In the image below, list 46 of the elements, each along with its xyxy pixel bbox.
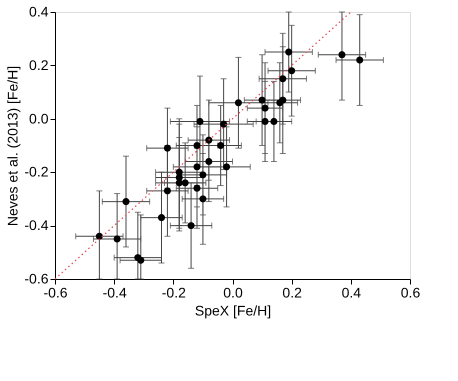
point (338, 51, 346, 58)
point (176, 179, 183, 186)
y-tick-label: -0.4 (24, 217, 49, 234)
point (279, 96, 286, 104)
y-axis-title: Neves et al. (2013) [Fe/H] (4, 66, 20, 226)
x-tick-label: 0.4 (342, 284, 362, 300)
point (193, 142, 201, 150)
point (199, 171, 206, 178)
point (199, 195, 206, 202)
point (285, 48, 292, 56)
point (137, 256, 144, 264)
point (205, 158, 212, 166)
point (356, 56, 364, 64)
x-axis-title: SpeX [Fe/H] (194, 302, 272, 318)
point (223, 163, 230, 170)
point (217, 142, 224, 150)
point (122, 198, 130, 206)
point (114, 235, 121, 242)
y-tick-label: -0.6 (24, 270, 49, 286)
x-tick-label: -0.2 (162, 284, 186, 300)
x-tick-label: 0.6 (400, 284, 420, 300)
point (182, 179, 189, 186)
point (196, 118, 204, 125)
point (188, 222, 195, 230)
point (164, 144, 171, 152)
point (193, 163, 201, 170)
point (205, 136, 212, 144)
point (220, 120, 228, 128)
point (258, 96, 266, 104)
x-tick-label: 0.0 (223, 284, 243, 300)
y-tick-label: -0.2 (24, 164, 49, 180)
point (270, 118, 278, 125)
x-tick-label: -0.4 (102, 284, 127, 300)
point (288, 67, 296, 74)
x-tick-label: 0.2 (282, 284, 302, 300)
point (164, 187, 171, 194)
point (262, 118, 269, 125)
y-tick-label: 0.4 (29, 4, 49, 20)
y-tick-label: 0.2 (29, 56, 49, 73)
point (158, 214, 166, 222)
point (262, 104, 269, 112)
x-tick-label: -0.6 (43, 284, 68, 300)
y-tick-label: 0.0 (29, 110, 49, 126)
point (234, 99, 242, 106)
point (279, 75, 286, 82)
point (193, 184, 201, 192)
